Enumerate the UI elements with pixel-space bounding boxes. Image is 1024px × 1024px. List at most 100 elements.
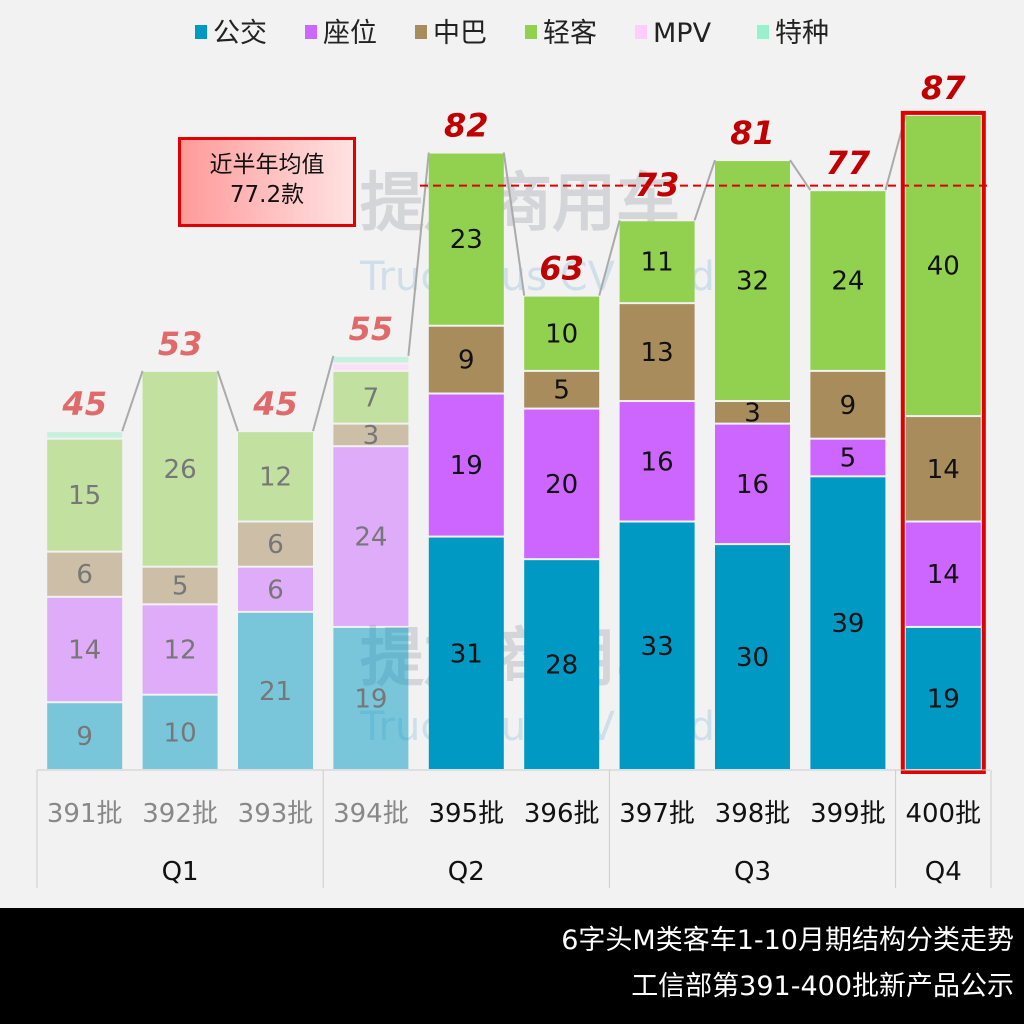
data-label: 33 [641, 632, 674, 662]
total-label: 45 [61, 385, 107, 423]
bar-segment [142, 567, 218, 604]
quarter-label: Q3 [734, 857, 771, 887]
bar-segment [905, 115, 981, 416]
bar-segment [333, 356, 409, 363]
data-label: 9 [458, 346, 475, 376]
legend-label: 轻客 [543, 18, 597, 49]
bar-segment [47, 439, 123, 551]
data-label: 28 [545, 651, 578, 681]
data-label: 24 [831, 267, 864, 297]
data-label: 14 [927, 560, 960, 590]
average-annotation-box: 近半年均值 77.2款 [178, 137, 356, 227]
highlight-box [900, 110, 986, 774]
data-label: 10 [164, 718, 197, 748]
bar-segment [238, 432, 313, 521]
total-label: 77 [826, 144, 871, 182]
quarter-label: Q4 [925, 857, 962, 887]
data-label: 20 [545, 470, 578, 500]
data-label: 30 [736, 643, 769, 673]
x-tick-label: 391批 [47, 799, 123, 829]
footer-title: 6字头M类客车1-10月期结构分类走势 [561, 925, 1014, 956]
x-tick-label: 399批 [810, 799, 886, 829]
bar-segment [619, 221, 695, 303]
connector-line [312, 355, 335, 432]
data-label: 11 [641, 248, 674, 278]
bar-segment [905, 627, 981, 769]
bar-segment [810, 477, 886, 769]
bar-segment [715, 545, 790, 769]
bar-segment [619, 304, 695, 401]
quarter-label: Q2 [448, 857, 485, 887]
legend-label: MPV [653, 18, 712, 49]
bar-segment [47, 552, 123, 596]
legend-swatch-中巴 [415, 25, 427, 39]
quarter-label: Q1 [162, 857, 199, 887]
data-label: 7 [363, 383, 380, 413]
bar-segment [333, 371, 409, 423]
bar-segment [47, 597, 123, 702]
bar-segment [905, 417, 981, 521]
data-label: 9 [76, 722, 93, 752]
data-label: 5 [840, 444, 857, 474]
bar-segment [428, 153, 504, 325]
bar-segment [524, 560, 600, 769]
data-label: 32 [736, 267, 769, 297]
footer-subtitle: 工信部第391-400批新产品公示 [631, 971, 1014, 1002]
data-label: 6 [76, 560, 93, 590]
x-tick-label: 400批 [905, 799, 981, 829]
bar-segment [524, 409, 600, 559]
bar-segment [142, 695, 218, 769]
footer-banner: 6字头M类客车1-10月期结构分类走势 工信部第391-400批新产品公示 [0, 908, 1024, 1024]
x-tick-label: 398批 [715, 799, 791, 829]
connector-line [598, 220, 621, 296]
data-label: 16 [736, 470, 769, 500]
average-label: 近半年均值 [209, 152, 325, 178]
total-label: 53 [158, 325, 203, 363]
legend-swatch-公交 [195, 25, 207, 39]
bar-segment [333, 447, 409, 626]
legend-label: 公交 [213, 18, 267, 49]
data-label: 40 [927, 251, 960, 281]
x-tick-label: 394批 [333, 799, 409, 829]
bar-segment [524, 296, 600, 370]
data-label: 5 [553, 376, 570, 406]
bar-segment [428, 326, 504, 393]
total-label: 45 [252, 385, 298, 423]
total-label: 55 [349, 310, 394, 348]
data-label: 14 [927, 455, 960, 485]
data-label: 21 [259, 677, 292, 707]
data-label: 19 [354, 684, 387, 714]
data-label: 3 [744, 398, 761, 428]
bar-segment [715, 402, 790, 423]
bar-segment [715, 424, 790, 544]
x-tick-label: 396批 [524, 799, 600, 829]
data-label: 39 [831, 609, 864, 639]
bar-segment [428, 537, 504, 769]
bar-segment [142, 371, 218, 566]
bar-segment [810, 439, 886, 476]
data-label: 3 [363, 421, 380, 451]
average-value: 77.2款 [229, 182, 305, 208]
data-label: 12 [164, 636, 197, 666]
total-label: 63 [539, 250, 584, 288]
legend-swatch-MPV [635, 25, 647, 39]
legend-label: 特种 [775, 18, 829, 49]
data-label: 12 [259, 462, 292, 492]
bar-segment [810, 371, 886, 438]
bar-segment [333, 424, 409, 446]
legend-swatch-特种 [757, 25, 769, 39]
bar-segment [905, 522, 981, 626]
data-label: 16 [641, 447, 674, 477]
data-label: 13 [641, 338, 674, 368]
bar-segment [238, 522, 313, 566]
connector-line [789, 159, 812, 191]
bar-segment [715, 161, 790, 401]
bar-segment [428, 394, 504, 536]
data-label: 10 [545, 319, 578, 349]
bar-segment [619, 402, 695, 521]
x-tick-label: 397批 [619, 799, 695, 829]
connector-line [121, 370, 144, 432]
data-label: 19 [450, 451, 483, 481]
data-label: 23 [450, 225, 483, 255]
bar-segment [524, 371, 600, 408]
